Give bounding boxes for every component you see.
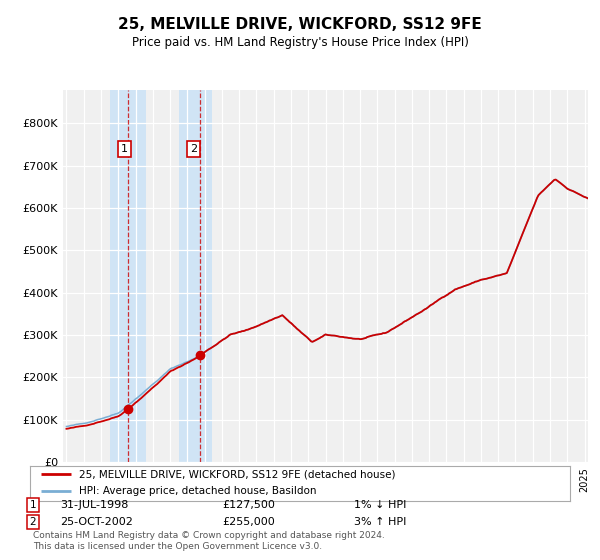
- Text: 1: 1: [121, 144, 128, 154]
- Text: £255,000: £255,000: [222, 517, 275, 527]
- Text: 1: 1: [29, 500, 37, 510]
- Text: 2: 2: [190, 144, 197, 154]
- Text: 25-OCT-2002: 25-OCT-2002: [60, 517, 133, 527]
- Bar: [110, 90, 146, 462]
- Text: Contains HM Land Registry data © Crown copyright and database right 2024.
This d: Contains HM Land Registry data © Crown c…: [33, 530, 385, 552]
- Text: Price paid vs. HM Land Registry's House Price Index (HPI): Price paid vs. HM Land Registry's House …: [131, 36, 469, 49]
- Text: 25, MELVILLE DRIVE, WICKFORD, SS12 9FE: 25, MELVILLE DRIVE, WICKFORD, SS12 9FE: [118, 17, 482, 32]
- Text: 25, MELVILLE DRIVE, WICKFORD, SS12 9FE (detached house): 25, MELVILLE DRIVE, WICKFORD, SS12 9FE (…: [79, 469, 395, 479]
- Text: 1% ↓ HPI: 1% ↓ HPI: [354, 500, 406, 510]
- Text: 2: 2: [29, 517, 37, 527]
- Text: HPI: Average price, detached house, Basildon: HPI: Average price, detached house, Basi…: [79, 487, 316, 497]
- Text: 3% ↑ HPI: 3% ↑ HPI: [354, 517, 406, 527]
- Bar: [179, 90, 212, 462]
- Text: £127,500: £127,500: [222, 500, 275, 510]
- Text: 31-JUL-1998: 31-JUL-1998: [60, 500, 128, 510]
